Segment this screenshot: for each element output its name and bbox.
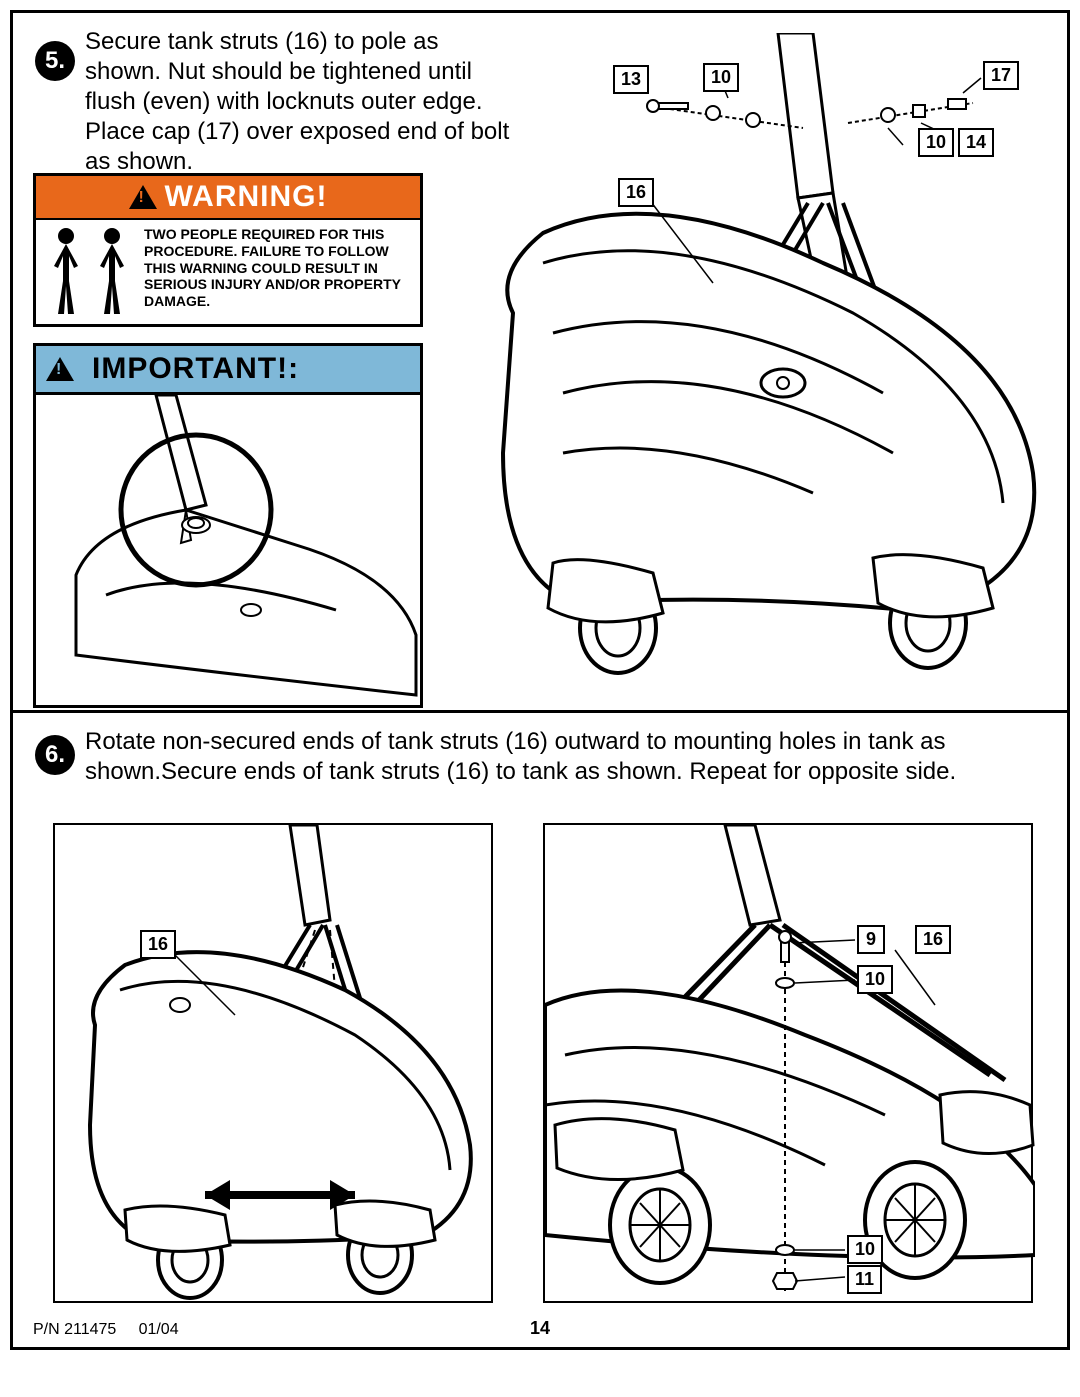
warning-box: WARNING! TWO PEOPLE REQUIRED FOR THIS PR… xyxy=(33,173,423,327)
important-detail-diagram xyxy=(36,395,420,705)
warning-header: WARNING! xyxy=(36,176,420,220)
important-header: IMPORTANT!: xyxy=(36,346,420,395)
footer-date: 01/04 xyxy=(139,1321,179,1338)
step-5-text: Secure tank struts (16) to pole as shown… xyxy=(85,27,515,177)
callout-16: 16 xyxy=(618,178,654,207)
step-6-left-diagram: 16 xyxy=(53,823,493,1303)
important-triangle-icon xyxy=(46,357,74,381)
callout-14: 14 xyxy=(958,128,994,157)
callout-16: 16 xyxy=(140,930,176,959)
callout-10: 10 xyxy=(703,63,739,92)
step-5-section: 5. Secure tank struts (16) to pole as sh… xyxy=(13,13,1067,713)
callout-9: 9 xyxy=(857,925,885,954)
callout-10: 10 xyxy=(847,1235,883,1264)
warning-body: TWO PEOPLE REQUIRED FOR THIS PROCEDURE. … xyxy=(36,220,420,324)
step-5-main-diagram: 13 10 17 14 10 16 xyxy=(453,33,1053,693)
step-6-text: Rotate non-secured ends of tank struts (… xyxy=(85,727,1045,787)
page-number: 14 xyxy=(530,1318,550,1339)
important-title: IMPORTANT!: xyxy=(92,352,299,386)
warning-text: TWO PEOPLE REQUIRED FOR THIS PROCEDURE. … xyxy=(144,226,412,310)
callout-10: 10 xyxy=(857,965,893,994)
callout-16: 16 xyxy=(915,925,951,954)
important-box: IMPORTANT!: xyxy=(33,343,423,708)
warning-title: WARNING! xyxy=(165,180,328,214)
step-5-number: 5. xyxy=(35,41,75,81)
step-6-number: 6. xyxy=(35,735,75,775)
step-6-right-diagram: 9 16 10 10 11 xyxy=(543,823,1033,1303)
part-number: P/N 211475 xyxy=(33,1321,116,1338)
manual-page: 5. Secure tank struts (16) to pole as sh… xyxy=(10,10,1070,1350)
callout-17: 17 xyxy=(983,61,1019,90)
callout-11: 11 xyxy=(847,1265,882,1294)
callout-10: 10 xyxy=(918,128,954,157)
step-6-section: 6. Rotate non-secured ends of tank strut… xyxy=(13,713,1067,1343)
warning-triangle-icon xyxy=(129,185,157,209)
two-people-icon xyxy=(44,226,134,316)
callout-13: 13 xyxy=(613,65,649,94)
